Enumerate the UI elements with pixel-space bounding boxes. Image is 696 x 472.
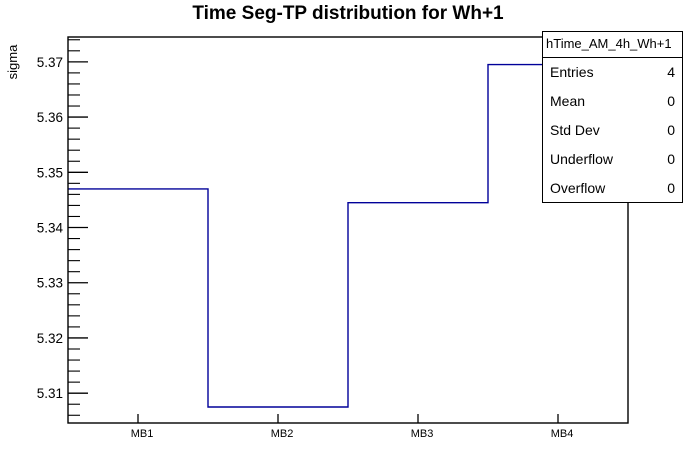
x-tick-label: MB3 [411, 428, 434, 440]
histogram-step-line [68, 63, 628, 408]
stats-row-value: 0 [667, 121, 675, 138]
y-axis-title: sigma [5, 44, 20, 80]
y-tick-label: 5.33 [37, 276, 63, 291]
stats-row-label: Mean [550, 93, 586, 110]
stats-row-label: Entries [550, 64, 594, 81]
stats-row-label: Underflow [550, 150, 614, 167]
stats-row: Std Dev 0 [543, 116, 682, 145]
y-tick-label: 5.37 [37, 55, 63, 70]
stats-box-rows: Entries 4 Mean 0 Std Dev 0 Underflow 0 Overflow 0 [543, 58, 682, 202]
x-tick-label: MB1 [131, 428, 154, 440]
stats-row: Entries 4 [543, 58, 682, 87]
y-tick-label: 5.32 [37, 331, 63, 346]
y-tick-label: 5.31 [37, 386, 63, 401]
stats-row: Underflow 0 [543, 144, 682, 173]
stats-row-value: 0 [667, 179, 675, 196]
y-tick-label: 5.36 [37, 110, 63, 125]
stats-row: Overflow 0 [543, 173, 682, 202]
plot-frame [67, 36, 629, 424]
stats-row: Mean 0 [543, 87, 682, 116]
stats-row-value: 0 [667, 150, 675, 167]
y-tick-label: 5.34 [37, 221, 64, 236]
stats-row-label: Overflow [550, 179, 606, 196]
stats-row-value: 4 [667, 64, 675, 81]
x-tick-label: MB2 [271, 428, 294, 440]
stats-row-label: Std Dev [550, 121, 600, 138]
x-tick-label: MB4 [551, 428, 574, 440]
axes-layer: 5.31 5.32 5.33 5.34 5.35 5.36 5.37 MB1 MB2 MB3 MB4 [37, 39, 574, 440]
stats-row-value: 0 [667, 93, 675, 110]
chart-title: Time Seg-TP distribution for Wh+1 [192, 3, 504, 24]
stats-box-header: hTime_AM_4h_Wh+1 [543, 32, 682, 58]
frame-layer [67, 36, 629, 424]
stats-box: hTime_AM_4h_Wh+1 Entries 4 Mean 0 Std Dev 0 Un… [542, 31, 683, 203]
y-tick-label: 5.35 [37, 165, 63, 180]
